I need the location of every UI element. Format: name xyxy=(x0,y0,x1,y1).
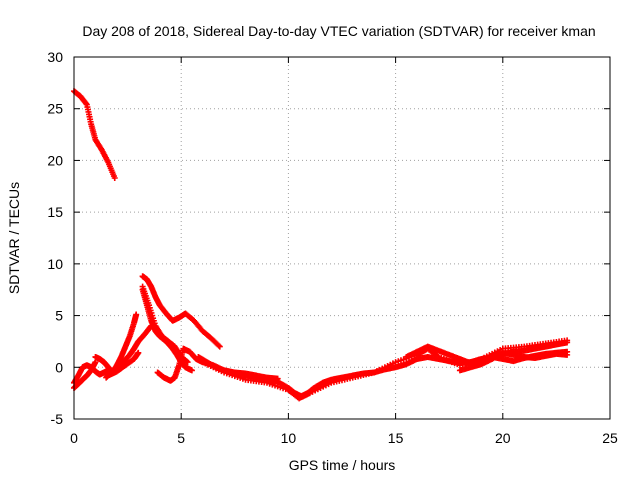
series-arc3 xyxy=(71,359,99,391)
y-axis-tick-labels: -5 0 5 10 15 20 25 30 xyxy=(47,49,63,427)
series-arc4 xyxy=(92,311,140,376)
y-tick-label: 10 xyxy=(47,256,63,272)
data-point xyxy=(135,349,142,356)
data-point xyxy=(184,359,191,366)
y-axis-label: SDTVAR / TECUs xyxy=(6,182,22,294)
data-point xyxy=(83,100,90,107)
series-arc9 xyxy=(139,286,195,374)
x-tick-label: 25 xyxy=(602,430,618,446)
x-tick-label: 5 xyxy=(177,430,185,446)
x-tick-label: 10 xyxy=(281,430,297,446)
series-arc1 xyxy=(71,88,118,182)
x-axis-tick-labels: 0 5 10 15 20 25 xyxy=(70,430,618,446)
grid xyxy=(74,57,610,419)
data-point xyxy=(111,175,118,182)
x-tick-label: 0 xyxy=(70,430,78,446)
x-tick-label: 20 xyxy=(495,430,511,446)
series-arc7 xyxy=(139,273,223,350)
y-tick-label: 15 xyxy=(47,204,63,220)
y-tick-label: 30 xyxy=(47,49,63,65)
x-tick-label: 15 xyxy=(388,430,404,446)
x-axis-label: GPS time / hours xyxy=(289,457,396,473)
data-point xyxy=(564,337,571,344)
series-arc6 xyxy=(105,349,142,379)
series-arc12 xyxy=(199,337,571,402)
y-tick-label: -5 xyxy=(51,411,64,427)
axis-ticks xyxy=(73,56,611,420)
y-tick-label: 25 xyxy=(47,101,63,117)
y-tick-label: 5 xyxy=(55,308,63,324)
data-point xyxy=(564,351,571,358)
y-tick-label: 20 xyxy=(47,152,63,168)
y-tick-label: 0 xyxy=(55,359,63,375)
plot-frame xyxy=(73,56,611,420)
data-point xyxy=(215,342,222,349)
chart-title: Day 208 of 2018, Sidereal Day-to-day VTE… xyxy=(82,23,595,39)
data-point xyxy=(188,367,195,374)
series-arc14 xyxy=(456,349,571,374)
data-point xyxy=(216,343,223,350)
data-points xyxy=(71,88,571,402)
data-point xyxy=(133,311,140,318)
